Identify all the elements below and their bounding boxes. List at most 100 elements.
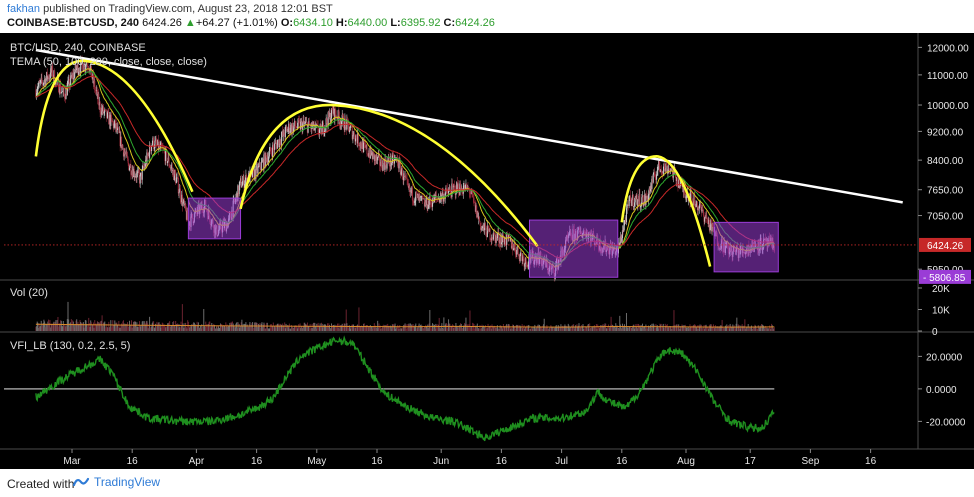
candle-body [64,98,66,100]
candle-body [373,152,375,154]
candle-body [356,138,358,144]
candle-body [448,190,450,194]
candle-body [649,188,651,192]
candle-body [698,205,700,209]
candle-body [264,154,266,168]
candle-body [387,157,389,161]
candle-body [646,195,648,199]
candle-body [179,188,181,193]
candle-body [513,243,515,250]
candle-body [669,169,671,171]
author-link[interactable]: fakhan [7,3,41,15]
candle-body [298,120,300,122]
candle-body [519,254,521,261]
candle-body [275,142,277,145]
tradingview-brand: TradingView [94,475,161,489]
candle-body [320,125,323,135]
candle-body [167,161,169,164]
candle-body [95,90,97,92]
candle-body [467,186,469,188]
candle-body [294,120,296,126]
candle-body [364,142,366,145]
cup-arc [34,59,194,193]
candle-body [625,220,627,223]
tradingview-link[interactable]: TradingView [72,475,160,489]
candle-body [421,196,424,199]
chart-svg[interactable]: 12000.00 11000.00 10000.00 9200.00 8400.00 76… [0,33,974,469]
candle-body [115,123,117,129]
candle-body [98,102,100,106]
candle-body [358,145,360,146]
candle-body [678,179,680,188]
candle-body [643,202,645,206]
candle-body [694,194,696,206]
candle-body [410,190,412,194]
candle-body [401,167,403,172]
candle-body [623,225,625,232]
candle-body [500,237,502,246]
candle-body [322,122,324,127]
candle-body [710,220,712,232]
candle-body [162,148,164,149]
candle-body [427,201,430,209]
published-text: published on TradingView.com, August 23,… [43,3,333,15]
candle-body [706,218,708,220]
candle-body [258,162,260,166]
candle-body [258,165,260,167]
candle-body [349,126,351,131]
candle-body [710,220,712,225]
candle-body [680,180,682,186]
candle-body [505,244,507,245]
candle-body [351,126,353,128]
candle-body [381,167,383,171]
candle-body [86,64,88,66]
candle-body [511,243,513,249]
candle-body [633,206,635,208]
candle-body [623,220,626,226]
candle-body [411,187,413,194]
candle-body [682,183,684,193]
volume-bars [35,301,775,331]
candle-body [670,168,672,171]
candle-body [368,153,370,157]
candle-body [412,200,414,202]
candle-body [409,186,411,193]
candle-body [87,66,89,68]
candle-body [652,174,654,183]
candle-body [499,237,501,244]
candle-body [700,203,702,208]
candle-body [647,194,650,201]
candle-body [641,197,643,204]
vfi-legend: VFI_LB (130, 0.2, 2.5, 5) [10,340,130,352]
candle-body [685,196,687,199]
candle-body [450,190,452,194]
candle-body [429,196,431,205]
candle-body [94,80,96,90]
candle-body [403,173,405,181]
candle-body [385,158,387,166]
cup-arc [239,103,539,247]
candle-body [425,197,428,206]
candle-body [53,70,55,78]
candle-body [292,125,294,133]
candle-body [322,122,325,134]
candle-body [634,197,636,203]
candle-body [618,242,620,247]
candle-body [487,225,489,227]
chart-area[interactable]: 12000.00 11000.00 10000.00 9200.00 8400.00 76… [0,33,974,469]
candle-body [510,238,512,249]
candle-body [103,111,105,114]
candle-body [476,205,478,218]
candle-body [108,115,111,125]
candle-body [391,163,393,166]
candle-body [375,155,377,160]
candle-body [306,121,308,123]
candle-body [325,118,327,128]
candle-body [175,174,177,184]
candle-body [506,233,508,235]
candle-body [494,233,496,236]
candle-body [662,170,664,174]
x-tick-label: Aug [677,456,695,467]
candle-body [382,160,384,171]
candle-body [525,257,527,263]
